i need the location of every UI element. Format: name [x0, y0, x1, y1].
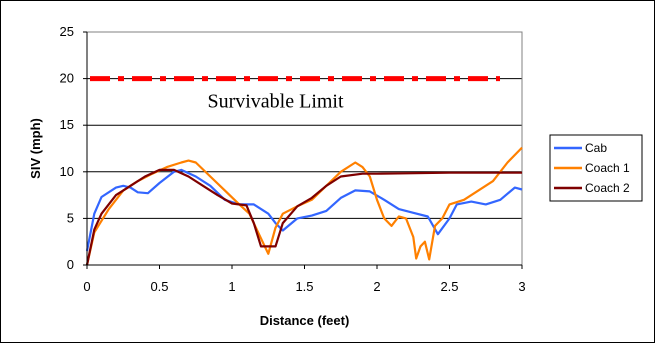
x-tick-label: 1: [228, 279, 235, 294]
axes: [83, 31, 523, 269]
series-line-coach-2: [85, 168, 522, 266]
y-tick-labels: 0 5 10 15 20 25: [60, 24, 74, 272]
series-line-cab: [85, 168, 523, 252]
y-tick-label: 5: [67, 210, 74, 225]
y-tick-label: 10: [60, 164, 74, 179]
y-tick-label: 20: [60, 71, 74, 86]
legend-label: Coach 1: [585, 161, 630, 175]
y-tick-label: 15: [60, 117, 74, 132]
survivable-limit-label: Survivable Limit: [207, 91, 344, 113]
x-tick-label: 0: [83, 279, 90, 294]
x-tick-label: 0.5: [150, 279, 168, 294]
x-tick-label: 2.5: [440, 279, 458, 294]
legend-label: Cab: [585, 141, 607, 155]
y-tick-label: 0: [67, 257, 74, 272]
x-tick-label: 2: [373, 279, 380, 294]
x-tick-label: 1.5: [295, 279, 313, 294]
x-axis-label: Distance (feet): [260, 313, 350, 328]
plot-area: [87, 32, 522, 265]
x-tick-label: 3: [518, 279, 525, 294]
series-line-coach-1: [85, 146, 523, 266]
legend-label: Coach 2: [585, 181, 630, 195]
y-axis-label: SIV (mph): [28, 118, 43, 179]
series-lines: [85, 146, 523, 266]
limit-line-group: Survivable Limit: [90, 76, 500, 113]
legend: Cab Coach 1 Coach 2: [549, 134, 643, 202]
x-tick-labels: 0 0.5 1 1.5 2 2.5 3: [83, 279, 525, 294]
y-tick-label: 25: [60, 24, 74, 39]
plot-background: [87, 32, 522, 265]
